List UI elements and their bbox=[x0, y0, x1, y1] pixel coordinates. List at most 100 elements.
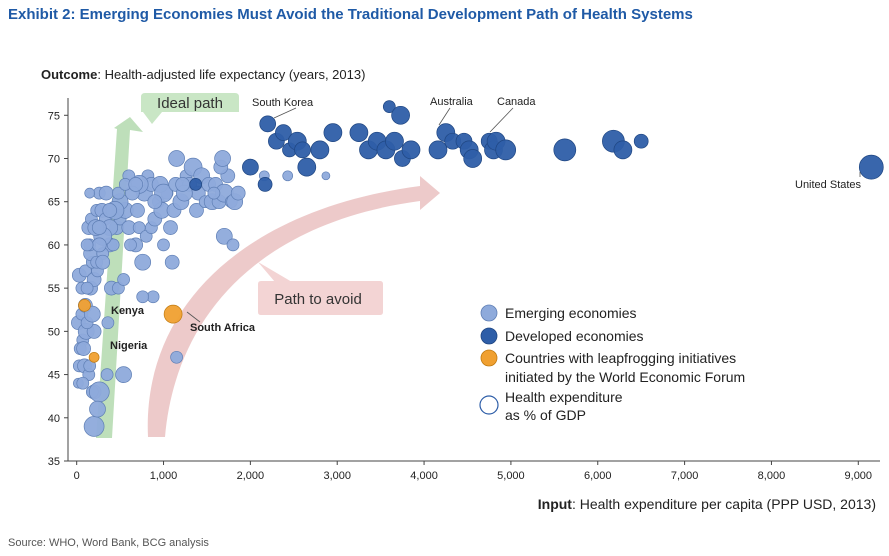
emerging-bubble bbox=[115, 366, 132, 383]
emerging-bubble bbox=[80, 281, 94, 295]
leapfrog-bubble bbox=[78, 299, 91, 312]
emerging-bubble bbox=[321, 171, 331, 181]
leader-south-korea bbox=[273, 107, 297, 119]
legend: Emerging economies Developed economies C… bbox=[479, 304, 745, 423]
emerging-bubble bbox=[76, 341, 91, 356]
developed-bubble bbox=[310, 140, 330, 160]
emerging-bubble bbox=[157, 238, 170, 252]
emerging-bubble bbox=[170, 350, 183, 364]
emerging-bubble bbox=[91, 237, 107, 253]
emerging-bubble bbox=[189, 203, 204, 218]
developed-bubble bbox=[257, 177, 273, 192]
developed-bubble bbox=[294, 141, 311, 159]
y-tick-label: 55 bbox=[48, 283, 60, 295]
avoid-path-label-box bbox=[258, 281, 383, 315]
emerging-bubble bbox=[215, 227, 233, 245]
annotation-south-korea: South Korea bbox=[252, 97, 314, 109]
exhibit-title: Exhibit 2: Emerging Economies Must Avoid… bbox=[8, 6, 693, 23]
x-tick-label: 4,000 bbox=[410, 470, 438, 482]
emerging-bubble bbox=[214, 150, 231, 167]
leader-south-africa bbox=[186, 311, 201, 323]
y-tick-label: 65 bbox=[48, 197, 60, 209]
emerging-bubble bbox=[230, 185, 246, 201]
developed-bubble bbox=[297, 157, 317, 177]
y-tick-label: 70 bbox=[48, 154, 60, 166]
emerging-bubble bbox=[83, 416, 105, 437]
legend-size-swatch bbox=[479, 395, 499, 415]
emerging-bubble bbox=[76, 376, 90, 390]
x-tick-label: 1,000 bbox=[150, 470, 178, 482]
annotation-australia: Australia bbox=[430, 96, 474, 108]
emerging-bubble bbox=[91, 220, 107, 235]
avoid-path-label-tail bbox=[258, 262, 292, 282]
ideal-path-label-tail bbox=[143, 112, 162, 124]
developed-bubble bbox=[553, 138, 577, 162]
emerging-bubble bbox=[102, 203, 118, 218]
emerging-bubble bbox=[226, 238, 240, 252]
developed-bubble bbox=[858, 154, 884, 180]
x-tick-label: 3,000 bbox=[323, 470, 351, 482]
legend-emerging-swatch bbox=[480, 304, 498, 322]
emerging-bubble bbox=[80, 238, 94, 252]
emerging-bubble bbox=[128, 177, 144, 192]
developed-bubble bbox=[275, 124, 292, 141]
developed-bubble bbox=[463, 149, 483, 168]
source-note: Source: WHO, Word Bank, BCG analysis bbox=[8, 537, 209, 549]
emerging-bubble bbox=[98, 185, 114, 201]
x-tick-label: 6,000 bbox=[584, 470, 612, 482]
annotation-kenya: Kenya bbox=[111, 305, 145, 317]
developed-bubble bbox=[259, 115, 277, 133]
legend-developed-swatch bbox=[480, 327, 498, 345]
y-tick-label: 50 bbox=[48, 326, 60, 338]
emerging-bubble bbox=[117, 273, 130, 286]
emerging-bubble bbox=[106, 238, 120, 252]
legend-leapfrog-swatch bbox=[480, 349, 498, 367]
emerging-bubble bbox=[175, 177, 190, 192]
emerging-bubble bbox=[101, 316, 115, 330]
y-tick-label: 60 bbox=[48, 240, 60, 252]
developed-bubble bbox=[382, 100, 396, 113]
y-tick-label: 35 bbox=[48, 456, 60, 468]
x-tick-label: 8,000 bbox=[758, 470, 786, 482]
legend-size-label-1: Health expenditure bbox=[505, 389, 623, 405]
developed-bubble bbox=[613, 140, 633, 160]
developed-bubble bbox=[495, 139, 517, 161]
x-tick-label: 9,000 bbox=[845, 470, 873, 482]
leader-canada bbox=[489, 107, 514, 133]
x-tick-label: 2,000 bbox=[237, 470, 265, 482]
annotation-united-states: United States bbox=[795, 179, 862, 191]
y-tick-label: 45 bbox=[48, 370, 60, 382]
emerging-bubble bbox=[88, 381, 110, 403]
x-axis-title: Input: Health expenditure per capita (PP… bbox=[538, 496, 876, 512]
emerging-bubble bbox=[134, 253, 152, 271]
annotation-nigeria: Nigeria bbox=[110, 340, 148, 352]
avoid-path-shape bbox=[147, 176, 440, 437]
emerging-bubble bbox=[168, 150, 185, 167]
y-axis-title: Outcome: Health-adjusted life expectancy… bbox=[41, 67, 365, 82]
avoid-path-arrow: Path to avoid bbox=[147, 176, 440, 437]
ideal-path-label-box bbox=[139, 93, 239, 112]
developed-bubble bbox=[242, 158, 259, 176]
developed-bubble bbox=[189, 178, 203, 191]
developed-bubble bbox=[401, 140, 421, 160]
developed-bubble bbox=[385, 131, 404, 151]
legend-developed-label: Developed economies bbox=[505, 328, 644, 344]
avoid-path-label: Path to avoid bbox=[274, 291, 362, 308]
emerging-bubble bbox=[207, 186, 221, 200]
emerging-bubble bbox=[136, 290, 150, 304]
x-tick-label: 0 bbox=[74, 470, 80, 482]
x-tick-label: 5,000 bbox=[497, 470, 525, 482]
ideal-path-label: Ideal path bbox=[157, 95, 223, 112]
developed-bubble bbox=[428, 140, 448, 160]
emerging-bubble bbox=[163, 220, 178, 235]
annotation-canada: Canada bbox=[497, 96, 536, 108]
emerging-bubble bbox=[84, 187, 96, 199]
emerging-bubble bbox=[130, 203, 145, 218]
emerging-bubble bbox=[112, 186, 125, 200]
emerging-bubble bbox=[147, 194, 163, 210]
emerging-bubble bbox=[164, 254, 180, 270]
y-tick-label: 75 bbox=[48, 110, 60, 122]
leader-lines bbox=[186, 107, 861, 323]
legend-size-label-2: as % of GDP bbox=[505, 407, 586, 423]
